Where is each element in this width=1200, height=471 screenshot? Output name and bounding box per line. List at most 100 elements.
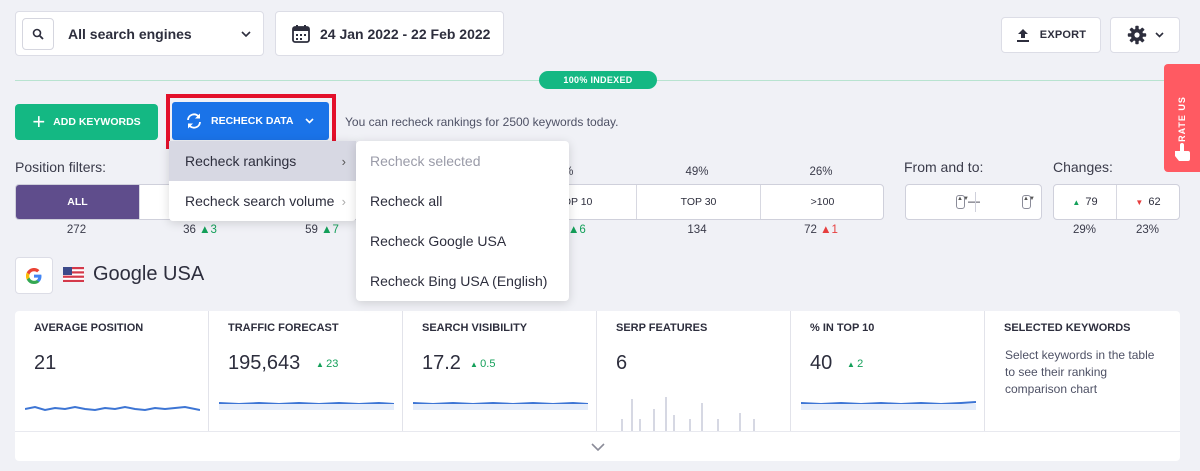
metric-average-position[interactable]: AVERAGE POSITION 21 bbox=[15, 311, 209, 431]
metric-value: 195,643 bbox=[228, 352, 301, 374]
search-engine-label: All search engines bbox=[68, 25, 192, 42]
filter-over100-count: 72 ▲1 bbox=[759, 224, 883, 236]
count-delta: 3 bbox=[210, 224, 217, 236]
rate-us-tab[interactable]: RATE US bbox=[1164, 64, 1200, 172]
position-filters-label: Position filters: bbox=[15, 159, 107, 175]
chevron-down-icon bbox=[305, 118, 315, 124]
recheck-data-label: RECHECK DATA bbox=[211, 115, 294, 127]
submenu-recheck-bing-usa[interactable]: Recheck Bing USA (English) bbox=[370, 273, 548, 289]
hand-pointer-icon bbox=[1175, 143, 1190, 161]
metric-value: 21 bbox=[34, 352, 57, 374]
up-arrow-icon: ▲ bbox=[316, 360, 327, 369]
menu-item-recheck-search-volume[interactable]: Recheck search volume › bbox=[169, 181, 356, 221]
metrics-panel: AVERAGE POSITION 21 TRAFFIC FORECAST 195… bbox=[15, 311, 1180, 461]
date-range-picker[interactable]: 24 Jan 2022 - 22 Feb 2022 bbox=[275, 11, 504, 56]
submenu-recheck-all[interactable]: Recheck all bbox=[370, 193, 443, 209]
range-divider bbox=[975, 192, 976, 212]
export-button[interactable]: EXPORT bbox=[1001, 17, 1101, 53]
recheck-rankings-submenu: Recheck selected Recheck all Recheck Goo… bbox=[356, 141, 569, 301]
count-delta: 1 bbox=[831, 224, 838, 236]
settings-button[interactable] bbox=[1110, 17, 1180, 53]
count-value: 272 bbox=[66, 224, 87, 236]
metric-delta: ▲ 0.5 bbox=[470, 358, 495, 370]
submenu-recheck-selected[interactable]: Recheck selected bbox=[370, 153, 481, 169]
menu-item-label: Recheck rankings bbox=[185, 153, 297, 169]
date-range-label: 24 Jan 2022 - 22 Feb 2022 bbox=[320, 25, 491, 42]
serp-features-bars bbox=[621, 397, 755, 431]
filter-all-button[interactable]: ALL bbox=[16, 185, 139, 219]
changes-up-pct: 29% bbox=[1072, 224, 1097, 236]
count-delta: 6 bbox=[579, 224, 586, 236]
expand-metrics-toggle[interactable] bbox=[15, 431, 1180, 461]
metric-title: SEARCH VISIBILITY bbox=[422, 322, 528, 334]
up-arrow-icon: ▲ bbox=[568, 224, 580, 236]
down-arrow-icon: ▼ bbox=[1135, 197, 1144, 207]
count-delta: 7 bbox=[332, 224, 339, 236]
sparkline bbox=[413, 401, 588, 410]
changes-up-button[interactable]: ▲ 79 bbox=[1054, 185, 1116, 219]
filter-top30-button[interactable]: TOP 30 bbox=[636, 185, 760, 219]
filter-top1-button[interactable] bbox=[139, 185, 263, 219]
to-stepper[interactable]: ▲▼ bbox=[1022, 195, 1035, 209]
sparkline bbox=[25, 405, 200, 412]
metric-delta-value: 0.5 bbox=[480, 358, 496, 370]
from-to-label: From and to: bbox=[904, 159, 984, 175]
changes-down-value: 62 bbox=[1148, 196, 1161, 208]
chevron-down-icon bbox=[241, 30, 251, 37]
metric-delta: ▲ 2 bbox=[847, 358, 863, 370]
filter-all-count: 272 bbox=[15, 224, 138, 236]
sync-icon bbox=[187, 113, 201, 129]
count-value: 72 bbox=[804, 224, 817, 236]
selected-keywords-note: Select keywords in the table to see thei… bbox=[1005, 348, 1155, 396]
up-arrow-icon: ▲ bbox=[847, 360, 858, 369]
metric-value: 6 bbox=[616, 352, 628, 374]
metric-title: % IN TOP 10 bbox=[810, 322, 875, 334]
filter-over100-button[interactable]: >100 bbox=[760, 185, 883, 219]
recheck-menu: Recheck rankings › Recheck search volume… bbox=[169, 141, 356, 221]
metric-value: 17.2 bbox=[422, 352, 461, 374]
us-flag-icon bbox=[63, 267, 84, 282]
sparkline bbox=[801, 401, 976, 410]
metric-value: 40 bbox=[810, 352, 833, 374]
filter-top3-count: 59 ▲7 bbox=[272, 224, 372, 236]
metric-title: AVERAGE POSITION bbox=[34, 322, 144, 334]
changes-filter: ▲ 79 ▼ 62 bbox=[1053, 184, 1180, 220]
changes-down-pct: 23% bbox=[1135, 224, 1160, 236]
up-arrow-icon: ▲ bbox=[321, 224, 333, 236]
sparkline bbox=[219, 401, 394, 410]
chevron-right-icon: › bbox=[341, 193, 346, 209]
metric-pct-in-top10[interactable]: % IN TOP 10 40 ▲ 2 bbox=[791, 311, 985, 431]
metric-selected-keywords: SELECTED KEYWORDS Select keywords in the… bbox=[985, 311, 1180, 431]
up-arrow-icon: ▲ bbox=[199, 224, 211, 236]
calendar-icon bbox=[292, 25, 310, 43]
search-engine-select[interactable]: All search engines bbox=[15, 11, 264, 56]
down-arrow-icon: ▲ bbox=[820, 224, 832, 236]
indexed-badge: 100% INDEXED bbox=[539, 71, 657, 89]
metric-serp-features[interactable]: SERP FEATURES 6 bbox=[597, 311, 791, 431]
filter-top10-count: ▲6 bbox=[568, 224, 598, 236]
metric-delta: ▲ 23 bbox=[316, 358, 338, 370]
range-dash: — bbox=[968, 194, 980, 208]
metric-delta-value: 2 bbox=[857, 358, 864, 370]
add-keywords-button[interactable]: + ADD KEYWORDS bbox=[15, 104, 158, 140]
changes-down-button[interactable]: ▼ 62 bbox=[1116, 185, 1179, 219]
menu-item-label: Recheck search volume bbox=[185, 193, 335, 209]
count-value: 59 bbox=[305, 224, 318, 236]
export-label: EXPORT bbox=[1039, 29, 1087, 41]
chevron-right-icon: › bbox=[341, 153, 346, 169]
google-logo-icon bbox=[15, 257, 53, 294]
from-stepper[interactable]: ▲▼ bbox=[956, 195, 969, 209]
metric-title: SERP FEATURES bbox=[616, 322, 708, 334]
recheck-data-button[interactable]: RECHECK DATA bbox=[172, 102, 329, 140]
recheck-quota-note: You can recheck rankings for 2500 keywor… bbox=[345, 115, 619, 129]
count-value: 134 bbox=[687, 224, 707, 236]
filter-top30-count: 134 bbox=[635, 224, 759, 236]
metric-search-visibility[interactable]: SEARCH VISIBILITY 17.2 ▲ 0.5 bbox=[403, 311, 597, 431]
metric-delta-value: 23 bbox=[326, 358, 339, 370]
menu-item-recheck-rankings[interactable]: Recheck rankings › bbox=[169, 141, 356, 181]
submenu-recheck-google-usa[interactable]: Recheck Google USA bbox=[370, 233, 507, 249]
chevron-down-icon bbox=[590, 442, 605, 451]
engine-title: Google USA bbox=[93, 263, 205, 285]
metric-traffic-forecast[interactable]: TRAFFIC FORECAST 195,643 ▲ 23 bbox=[209, 311, 403, 431]
changes-label: Changes: bbox=[1053, 159, 1113, 175]
